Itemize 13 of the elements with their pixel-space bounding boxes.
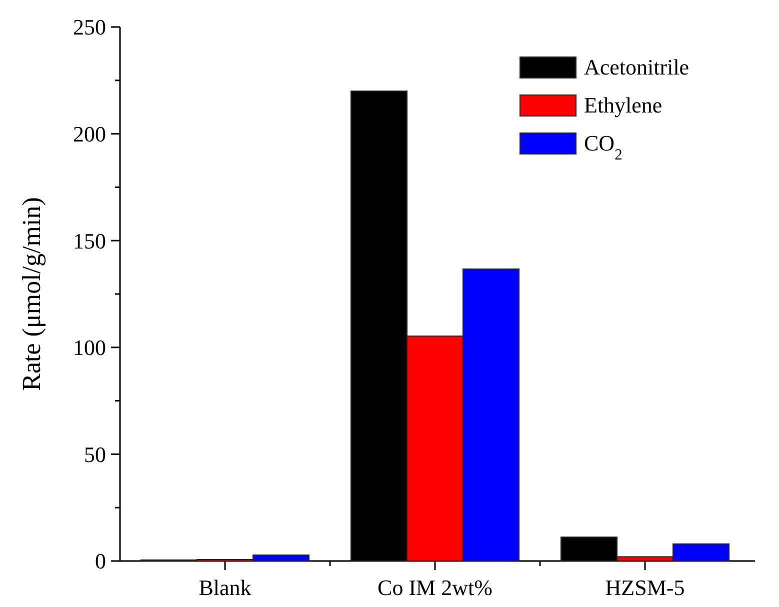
x-tick-label: HZSM-5: [605, 575, 685, 600]
legend-label: Acetonitrile: [584, 54, 690, 80]
y-tick-label: 150: [73, 228, 106, 254]
legend-label: Ethylene: [584, 92, 662, 118]
legend-label: CO$_{2}$: [584, 130, 622, 164]
x-tick-label: Co IM 2wt%: [378, 575, 492, 600]
y-tick-label: 200: [73, 122, 106, 146]
y-tick-label: 250: [73, 14, 106, 40]
y-axis-title: Rate (μmol/g/min): [17, 197, 46, 391]
y-tick-label: 100: [73, 335, 106, 360]
x-tick-label: Blank: [198, 575, 252, 600]
y-tick-label: 0: [95, 548, 106, 574]
y-tick-label: 50: [84, 442, 106, 467]
